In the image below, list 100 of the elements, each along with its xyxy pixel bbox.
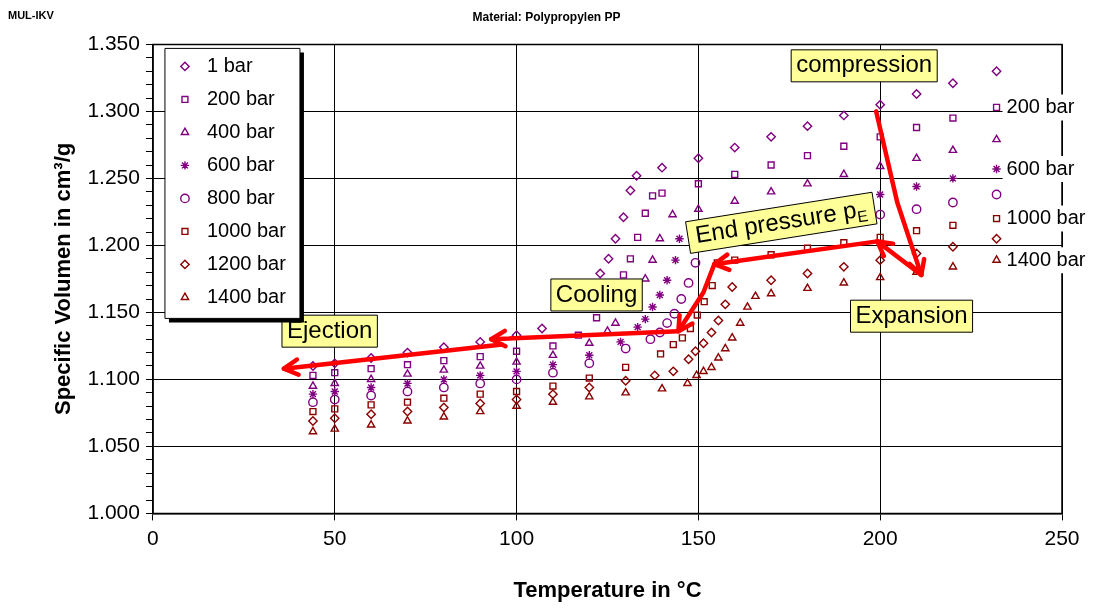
point xyxy=(403,369,412,377)
point xyxy=(683,378,692,387)
annotation: Ejection xyxy=(286,315,373,343)
point xyxy=(440,394,448,402)
point xyxy=(949,221,957,229)
annotation: 200 bar xyxy=(1006,94,1075,117)
point xyxy=(512,347,521,355)
point xyxy=(911,204,922,215)
point xyxy=(329,394,340,405)
point xyxy=(366,420,376,428)
point xyxy=(875,255,886,266)
point xyxy=(949,114,957,122)
point xyxy=(476,352,484,361)
point xyxy=(670,255,681,266)
point xyxy=(662,318,673,329)
point xyxy=(838,110,849,121)
point xyxy=(402,406,413,417)
point xyxy=(766,131,776,142)
point xyxy=(699,366,708,375)
point xyxy=(693,311,701,319)
point xyxy=(662,275,673,286)
point xyxy=(690,346,701,357)
point xyxy=(657,162,667,173)
point xyxy=(403,398,412,406)
x-tick-label: 100 xyxy=(499,525,535,549)
point xyxy=(633,233,642,242)
point xyxy=(438,402,449,413)
point xyxy=(367,401,375,409)
point xyxy=(549,382,557,390)
point xyxy=(912,123,921,132)
point xyxy=(992,214,1001,223)
point xyxy=(309,371,317,380)
point xyxy=(911,181,922,192)
point xyxy=(683,354,694,365)
y-tick-label: 1.150 xyxy=(87,299,140,323)
point xyxy=(668,366,679,377)
point xyxy=(512,401,521,409)
point xyxy=(731,170,739,179)
point xyxy=(669,308,680,319)
x-tick-label: 50 xyxy=(323,525,347,549)
point xyxy=(875,209,886,220)
point xyxy=(803,151,812,160)
point xyxy=(584,391,594,400)
chart-title: Material: Polypropylen PP xyxy=(472,9,621,24)
point xyxy=(548,397,558,405)
point xyxy=(839,278,849,286)
point xyxy=(640,314,651,324)
point xyxy=(948,241,958,252)
point xyxy=(992,134,1001,143)
point xyxy=(621,363,630,372)
point xyxy=(803,178,812,187)
point xyxy=(403,416,412,424)
point xyxy=(610,233,621,244)
legend-label: 400 bar xyxy=(206,119,276,142)
point xyxy=(439,412,449,420)
y-axis-title: Specific Volumen in cm³/g xyxy=(50,142,76,415)
point xyxy=(654,290,665,300)
point xyxy=(992,103,1001,112)
point xyxy=(706,327,717,338)
point xyxy=(669,340,677,349)
point xyxy=(618,212,629,223)
point xyxy=(767,161,775,169)
point xyxy=(309,407,317,416)
point xyxy=(331,405,339,413)
annotation: 1000 bar xyxy=(1006,206,1086,229)
point xyxy=(698,338,709,349)
point xyxy=(476,390,484,398)
point xyxy=(743,302,752,310)
point xyxy=(625,185,636,196)
point xyxy=(615,336,626,347)
point xyxy=(735,318,745,326)
point xyxy=(619,271,628,279)
annotation: 600 bar xyxy=(1006,156,1075,179)
point xyxy=(875,99,886,110)
point xyxy=(802,121,813,132)
x-tick-label: 0 xyxy=(147,525,159,549)
point xyxy=(611,318,620,326)
point xyxy=(948,78,958,89)
annotation: Cooling xyxy=(555,279,638,307)
point xyxy=(648,255,657,263)
point xyxy=(948,173,958,184)
point xyxy=(875,161,885,170)
point xyxy=(676,294,687,304)
point xyxy=(911,89,922,99)
point xyxy=(440,356,448,365)
x-tick-label: 200 xyxy=(862,525,898,549)
point xyxy=(584,338,594,347)
point xyxy=(512,357,521,365)
point xyxy=(331,369,339,377)
point xyxy=(720,299,731,310)
point xyxy=(694,180,703,188)
point xyxy=(641,209,649,217)
legend-label: 1 bar xyxy=(206,53,253,76)
point xyxy=(766,186,776,195)
point xyxy=(714,353,723,361)
y-tick-label: 1.050 xyxy=(87,433,140,457)
legend-label: 1000 bar xyxy=(206,218,287,241)
point xyxy=(511,374,522,385)
point xyxy=(674,233,685,244)
text: MUL-IKV xyxy=(8,9,55,22)
